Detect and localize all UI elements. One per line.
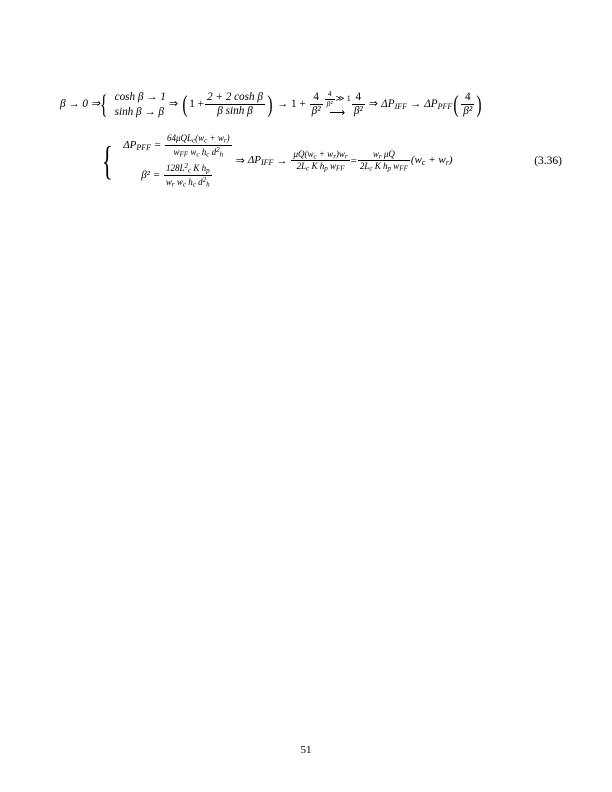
arrow-to-3: → (273, 155, 290, 167)
eq2-case1-frac: 64μQLc(wc + wr) wFF wc hc d2h (164, 133, 233, 158)
eq1-dP-pff: ΔPPFF (424, 96, 452, 114)
eq1-four-den-a: β² (310, 105, 323, 118)
page-number: 51 (0, 744, 612, 756)
paren-right: ) (267, 93, 272, 117)
eq1-mid-num: 2 + 2 cosh β (205, 91, 265, 105)
eq2-case2-lhs: β² = (123, 169, 160, 181)
equation-line-1: β → 0 ⇒ { cosh β → 1 sinh β → β ⇒ ( 1 + … (60, 90, 562, 119)
eq2-result-lhs: ΔPIFF (248, 154, 274, 167)
eq1-four-beta2-c: 4 β² (460, 91, 475, 118)
brace-tall-icon: { (102, 141, 113, 181)
eq1-four-num-a: 4 (310, 91, 323, 105)
eq1-one-plus: 1 + (189, 96, 204, 114)
arrow-to: → 1 + (274, 96, 309, 114)
paren-left-2: ( (454, 93, 459, 117)
eq2-case2-frac: 128L2c K hp wr wc hc d2h (163, 162, 213, 188)
eq1-cases: cosh β → 1 sinh β → β (115, 90, 166, 119)
eq1-four-beta2-a: 4 β² (309, 91, 324, 118)
eq1-dP-iff: ΔPIFF (381, 96, 407, 114)
equation-block: β → 0 ⇒ { cosh β → 1 sinh β → β ⇒ ( 1 + … (60, 90, 562, 188)
over-arrow-label: 4 β² ≫ 1 (324, 90, 351, 108)
eq2-res1-frac: μQ(wc + wr)wr 2Lc K hp wFF (290, 149, 350, 173)
paren-left: ( (183, 93, 188, 117)
eq1-frac-mid: 2 + 2 cosh β β sinh β (204, 91, 266, 118)
equation-line-2: { ΔPPFF = 64μQLc(wc + wr) wFF wc hc d2h … (60, 133, 562, 188)
eq2-res2-frac: wr μQ 2Lc K hp wFF (357, 149, 411, 173)
eq1-four-beta2-b: 4 β² (351, 91, 366, 118)
eq1-lead: β → 0 ⇒ (60, 96, 100, 114)
implies-arrow-2: ⇒ (366, 96, 381, 114)
eq1-four-num-c: 4 (461, 91, 474, 105)
eq2-cases: ΔPPFF = 64μQLc(wc + wr) wFF wc hc d2h β²… (123, 133, 232, 188)
eq1-case1: cosh β → 1 (115, 90, 166, 105)
eq1-four-num-b: 4 (352, 91, 365, 105)
eq2-case2: β² = 128L2c K hp wr wc hc d2h (123, 162, 232, 188)
eq1-case2: sinh β → β (115, 105, 166, 120)
paren-right-2: ) (477, 93, 482, 117)
eq1-mid-den: β sinh β (205, 105, 265, 118)
brace-icon: { (100, 92, 107, 118)
eq2-case1-lhs: ΔPPFF = (123, 139, 164, 151)
eq2-tail: (wc + wr) (411, 154, 453, 167)
equation-number: (3.36) (534, 155, 562, 167)
eq1-four-den-b: β² (352, 105, 365, 118)
implies-arrow-3: ⇒ (233, 154, 248, 167)
eq2-case1: ΔPPFF = 64μQLc(wc + wr) wFF wc hc d2h (123, 133, 232, 158)
over-arrow: 4 β² ≫ 1 ⟶ (324, 90, 351, 118)
implies-arrow: ⇒ (166, 96, 181, 114)
long-arrow-icon: ⟶ (324, 108, 351, 119)
arrow-to-2: → (407, 96, 424, 114)
eq1-four-den-c: β² (461, 105, 474, 118)
